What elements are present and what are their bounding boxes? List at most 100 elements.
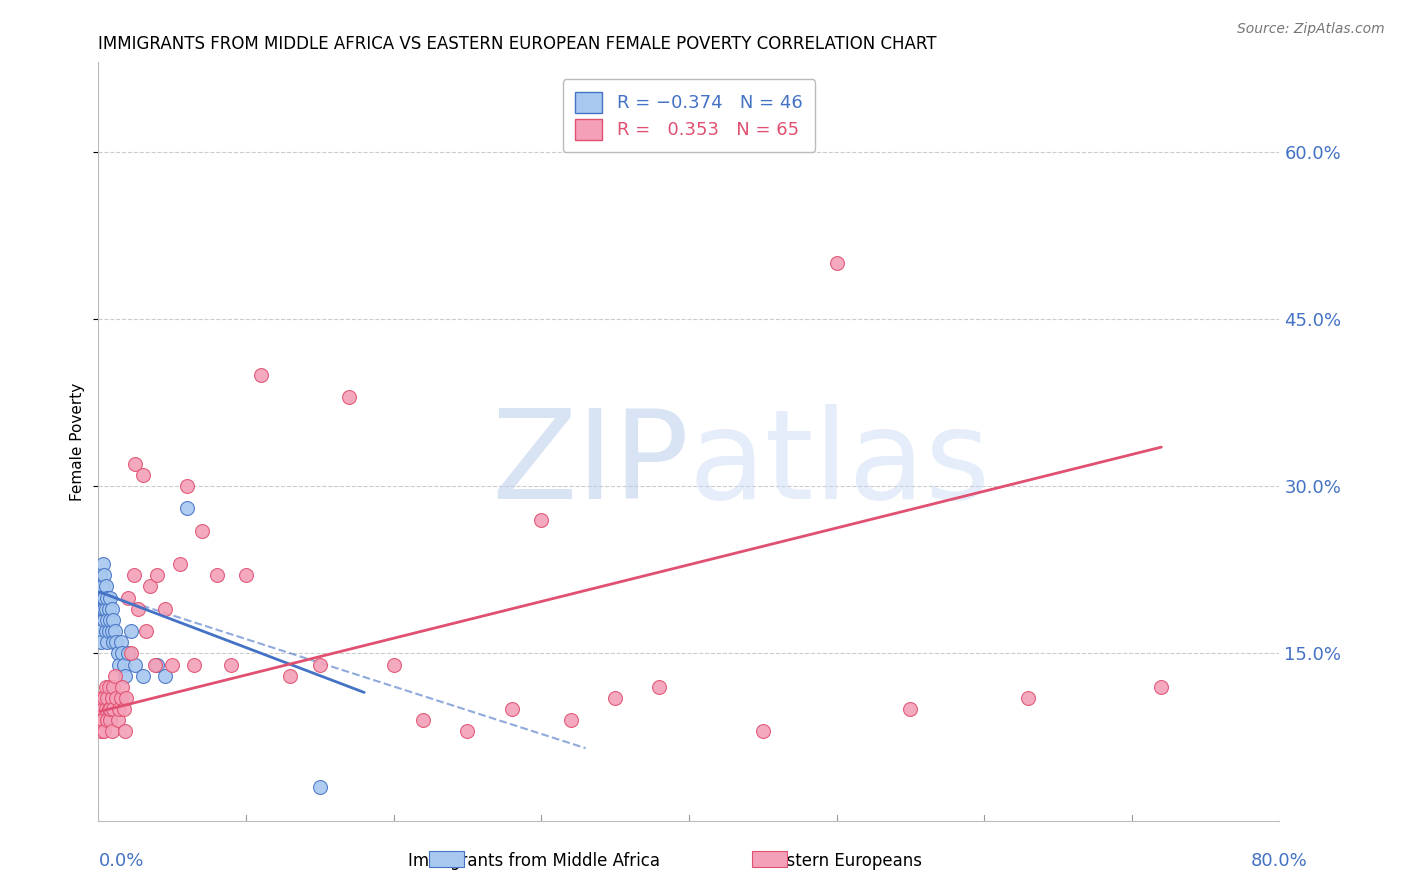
Point [108,702,131,716]
Text: ZIP: ZIP [491,404,689,524]
Point [97,602,120,616]
Point [132,468,155,483]
Point [93,724,115,739]
Point [96,714,118,728]
Text: IMMIGRANTS FROM MIDDLE AFRICA VS EASTERN EUROPEAN FEMALE POVERTY CORRELATION CHA: IMMIGRANTS FROM MIDDLE AFRICA VS EASTERN… [98,35,936,53]
Point [120,646,142,660]
Point [120,624,142,639]
Point [98,591,121,605]
Y-axis label: Female Poverty: Female Poverty [70,383,86,500]
Point [93,591,115,605]
Point [104,624,127,639]
Point [501,702,523,716]
Point [412,714,434,728]
Point [96,690,118,705]
Point [98,702,121,716]
Point [96,591,118,605]
Point [97,702,120,716]
Text: 0.0%: 0.0% [98,852,143,870]
Point [146,657,169,672]
Point [250,368,273,382]
Point [153,602,176,616]
Point [339,390,361,404]
Point [90,591,112,605]
Point [752,724,775,739]
Point [162,657,183,672]
Text: Immigrants from Middle Africa: Immigrants from Middle Africa [408,852,661,870]
Point [94,702,117,716]
Point [91,602,114,616]
Point [89,702,111,716]
Point [97,680,120,694]
Point [169,557,191,572]
Point [115,690,138,705]
Point [93,613,115,627]
Point [90,635,112,649]
Point [111,646,134,660]
Point [91,591,114,605]
Point [309,657,332,672]
Point [90,690,112,705]
Point [122,568,145,582]
Point [900,702,922,716]
Text: Source: ZipAtlas.com: Source: ZipAtlas.com [1237,22,1385,37]
Point [117,591,139,605]
Point [205,568,228,582]
Point [1150,680,1173,694]
Point [280,669,302,683]
Point [107,646,129,660]
Text: Eastern Europeans: Eastern Europeans [766,852,921,870]
Point [90,580,112,594]
Point [605,690,627,705]
Point [135,624,157,639]
Point [139,580,162,594]
Point [530,512,553,526]
Point [94,602,117,616]
Point [143,657,166,672]
Point [100,690,122,705]
Point [89,568,111,582]
Point [108,657,131,672]
Point [114,669,136,683]
Point [91,714,114,728]
Point [98,613,121,627]
Point [90,602,112,616]
Point [98,714,121,728]
Point [221,657,243,672]
Text: atlas: atlas [689,404,991,524]
Point [105,690,128,705]
Point [91,580,114,594]
Point [100,602,122,616]
Point [183,657,205,672]
Point [457,724,479,739]
Point [96,613,118,627]
Point [103,680,125,694]
Point [90,624,112,639]
Point [94,624,117,639]
Point [90,724,112,739]
Point [103,702,125,716]
Point [105,635,128,649]
Point [112,657,135,672]
Point [191,524,214,538]
Point [96,635,118,649]
Point [89,714,111,728]
Point [93,690,115,705]
Point [94,580,117,594]
Point [176,501,198,516]
Point [648,680,671,694]
Point [111,680,134,694]
Point [114,724,136,739]
Point [91,557,114,572]
Point [100,624,122,639]
Point [104,669,127,683]
Point [1018,690,1040,705]
Point [93,568,115,582]
Point [89,591,111,605]
Point [94,680,117,694]
Text: 80.0%: 80.0% [1251,852,1308,870]
Point [97,624,120,639]
Point [100,724,122,739]
Point [132,669,155,683]
Point [235,568,257,582]
